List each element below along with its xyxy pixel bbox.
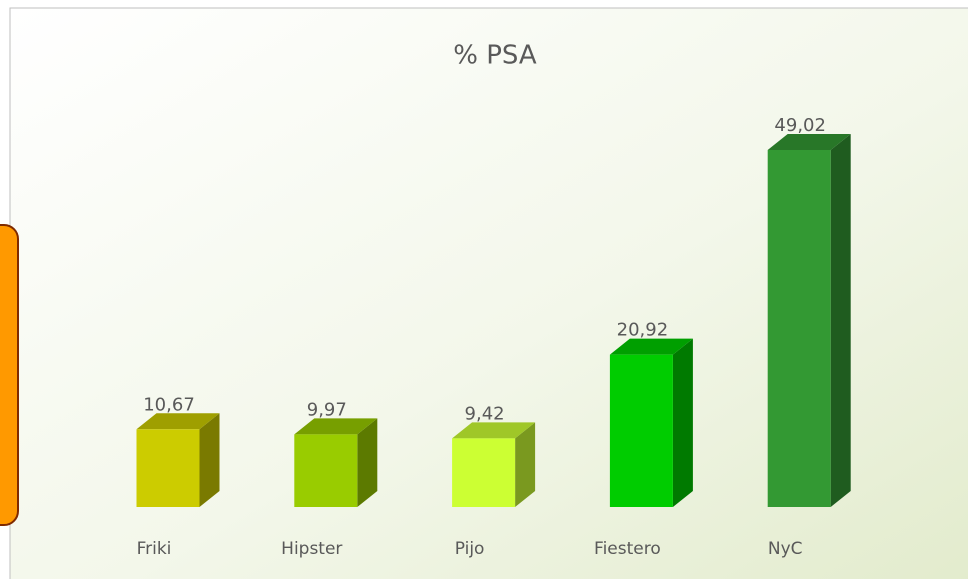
x-tick-label: Hipster [281, 539, 342, 559]
bar-top [767, 134, 851, 150]
bar-side [357, 418, 378, 507]
data-label: 9,42 [465, 403, 505, 424]
data-label: 9,97 [307, 399, 347, 420]
bar-side [199, 413, 220, 507]
data-label: 20,92 [617, 320, 669, 341]
bar-top [452, 422, 536, 439]
bar [609, 354, 673, 507]
bar-side [515, 422, 536, 507]
chart-title: % PSA [453, 41, 537, 71]
x-tick-label: Pijo [455, 539, 485, 559]
x-tick-label: NyC [768, 539, 803, 559]
x-tick-label: Fiestero [594, 539, 661, 559]
bar [452, 438, 516, 507]
bar [767, 150, 831, 507]
x-tick-label: Friki [137, 539, 172, 559]
bar [136, 429, 200, 507]
bar-top [136, 413, 220, 430]
data-label: 49,02 [774, 115, 826, 136]
bar-top [609, 338, 693, 355]
bar-side [672, 338, 693, 507]
bar [294, 434, 358, 507]
bar-top [294, 418, 378, 435]
side-box [0, 224, 19, 526]
data-label: 10,67 [143, 394, 195, 415]
bar-side [830, 134, 851, 507]
